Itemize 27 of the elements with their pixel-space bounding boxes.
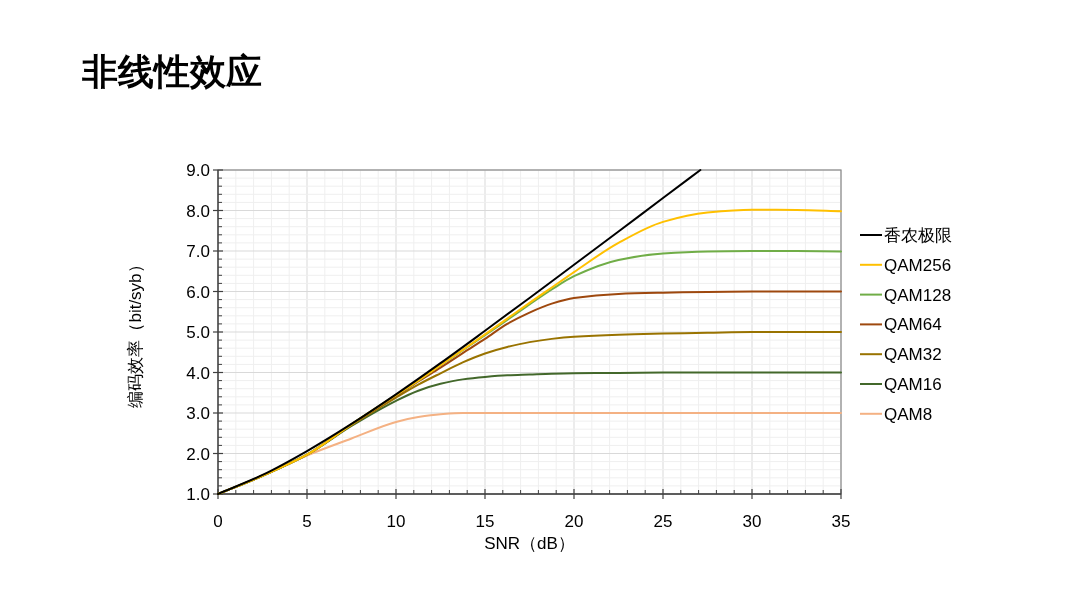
y-tick-label: 3.0 (186, 404, 210, 423)
y-tick-label: 2.0 (186, 444, 210, 464)
x-tick-label: 25 (653, 512, 673, 531)
y-tick-label: 4.0 (186, 363, 210, 383)
y-tick-label: 7.0 (186, 242, 210, 261)
y-tick-label: 6.0 (186, 282, 210, 302)
x-tick-label: 5 (302, 512, 312, 531)
legend-label: QAM32 (884, 345, 942, 365)
x-tick-label: 15 (475, 512, 495, 531)
legend-label: QAM16 (884, 375, 942, 394)
legend-label: QAM8 (884, 404, 933, 424)
legend-label: QAM64 (884, 315, 942, 335)
x-axis-title: SNR（dB） (484, 534, 575, 553)
x-tick-label: 0 (213, 512, 223, 531)
y-tick-label: 9.0 (186, 161, 210, 180)
legend-label: 香农极限 (884, 226, 952, 245)
y-tick-label: 5.0 (186, 323, 210, 342)
x-tick-label: 10 (386, 512, 406, 531)
legend-label: QAM256 (884, 255, 952, 275)
y-tick-label: 8.0 (186, 201, 210, 221)
legend-label: QAM128 (884, 285, 952, 305)
x-tick-label: 30 (742, 512, 762, 531)
chart-title: 非线性效应 (81, 51, 262, 92)
x-tick-label: 20 (564, 512, 584, 531)
y-axis-title: 编码效率（bit/syb） (126, 256, 145, 408)
x-tick-label: 35 (831, 512, 851, 531)
y-tick-label: 1.0 (186, 485, 210, 504)
